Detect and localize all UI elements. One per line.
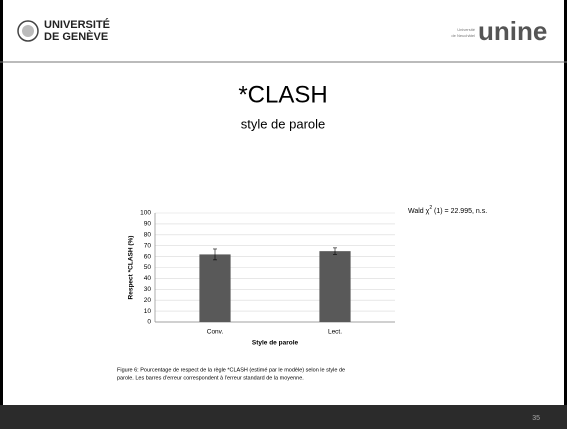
annotation-sup: 2: [429, 205, 432, 211]
x-axis-label: Style de parole: [252, 340, 299, 347]
y-tick-label: 30: [144, 286, 152, 293]
slide-title: *CLASH: [238, 81, 327, 108]
y-tick-label: 20: [144, 297, 152, 304]
y-tick-label: 60: [144, 253, 152, 260]
logo-text: UNIVERSITÉ: [44, 18, 110, 31]
y-tick-label: 90: [144, 221, 152, 228]
page-number: 35: [532, 415, 540, 422]
y-tick-label: 0: [147, 319, 151, 326]
footer-bar: [0, 405, 567, 429]
logo-small-text: de Neuchâtel: [451, 33, 475, 38]
annotation-part: Wald χ: [408, 208, 430, 215]
y-tick-label: 100: [140, 210, 151, 217]
bar: [199, 254, 231, 322]
y-tick-label: 70: [144, 242, 152, 249]
slide-subtitle: style de parole: [241, 116, 326, 131]
unine-logo: unine: [478, 16, 547, 46]
caption: Figure 6: Pourcentage de respect de la r…: [117, 367, 345, 373]
y-tick-label: 80: [144, 232, 152, 239]
x-tick-label: Lect.: [328, 329, 342, 336]
logo-small-text: Université: [457, 27, 476, 32]
bar: [319, 251, 351, 322]
annotation: Wald χ2 (1) = 22.995, n.s.: [408, 205, 487, 215]
x-tick-label: Conv.: [207, 329, 224, 336]
y-tick-label: 50: [144, 264, 152, 271]
unige-emblem-inner: [22, 25, 34, 37]
y-axis-label: Respect *CLASH (%): [128, 236, 135, 300]
y-tick-label: 40: [144, 275, 152, 282]
caption: parole. Les barres d’erreur corresponden…: [117, 375, 304, 381]
annotation-part: (1) = 22.995, n.s.: [432, 208, 487, 215]
logo-text: DE GENÈVE: [44, 30, 108, 43]
y-tick-label: 10: [144, 308, 152, 315]
